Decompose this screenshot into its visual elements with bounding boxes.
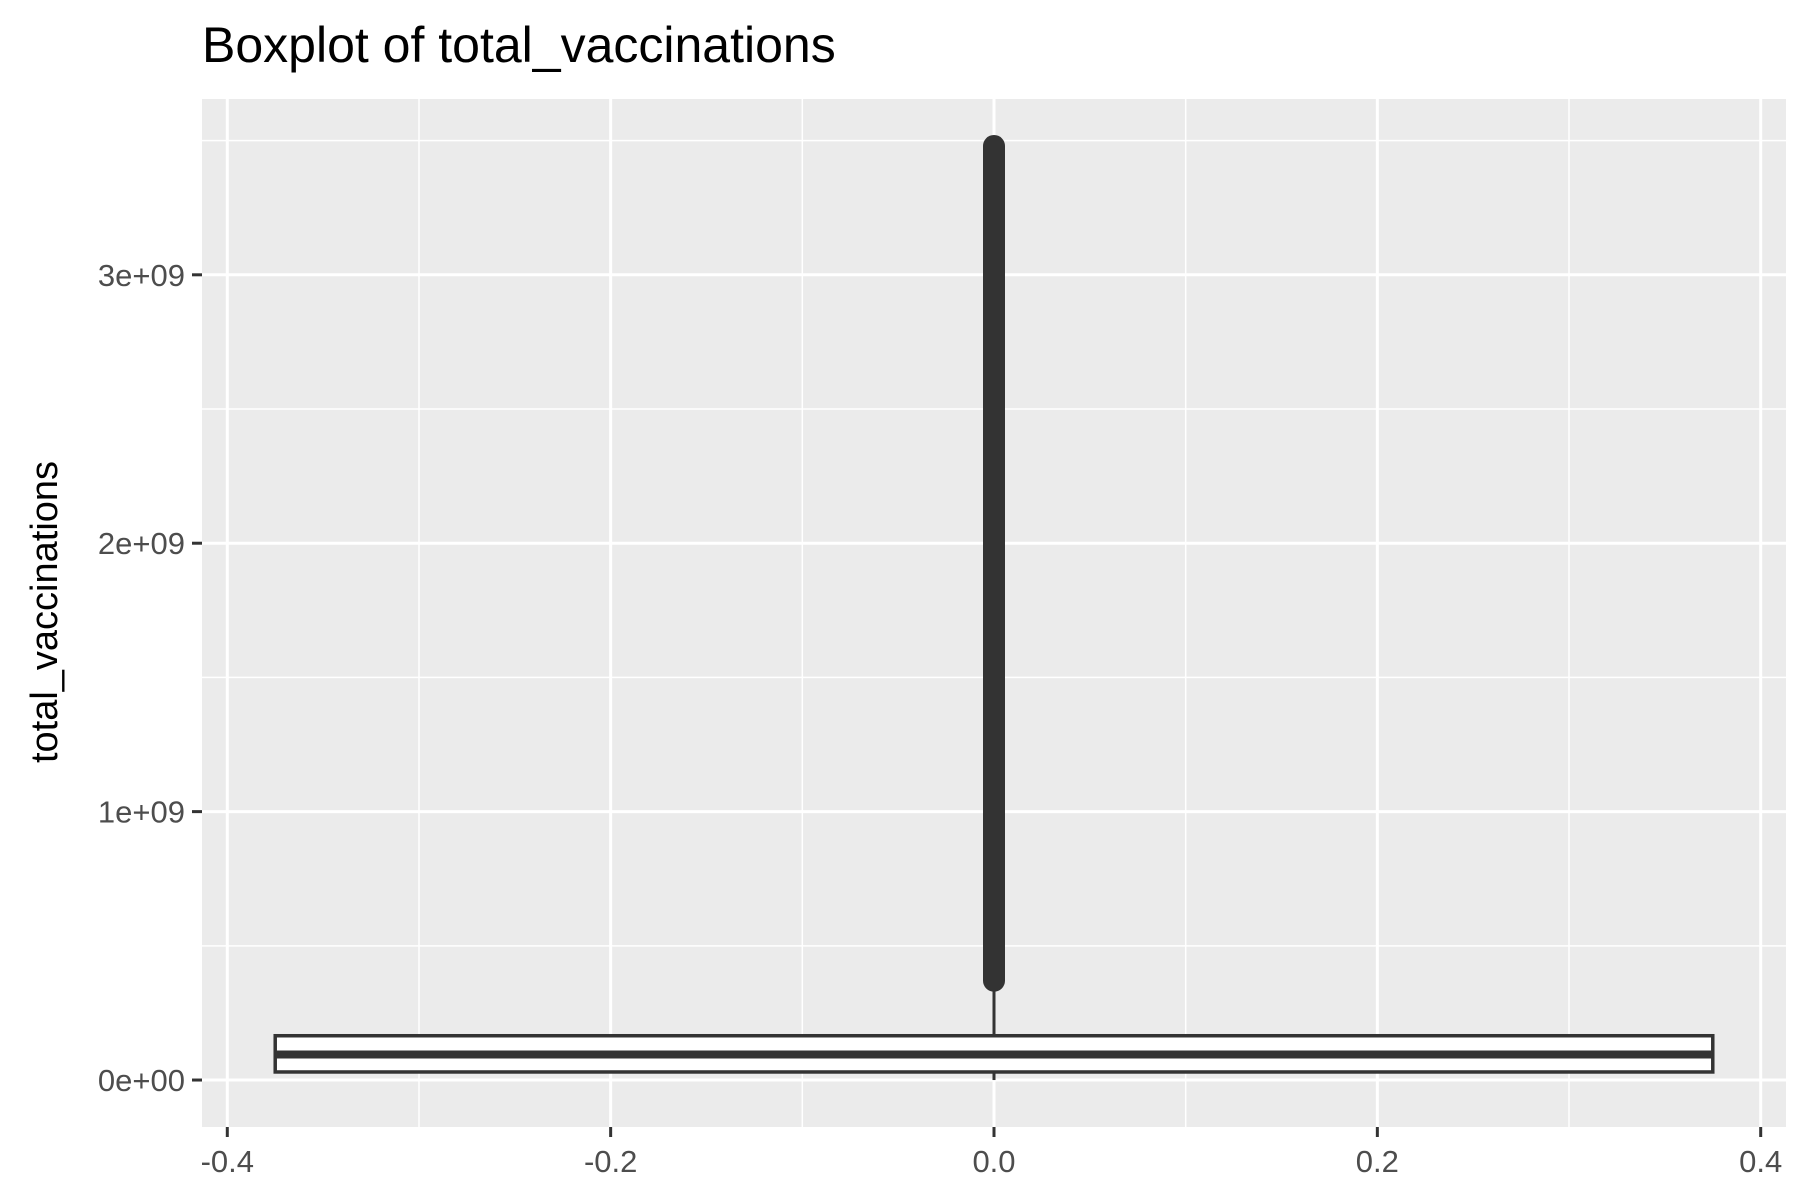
y-axis-label: total_vaccinations <box>24 461 66 763</box>
y-tick-label: 2e+09 <box>98 526 185 561</box>
x-tick-label: -0.4 <box>201 1144 254 1179</box>
chart-title: Boxplot of total_vaccinations <box>202 17 836 73</box>
x-tick-label: 0.2 <box>1356 1144 1399 1179</box>
x-axis: -0.4 -0.2 0.0 0.2 0.4 <box>201 1127 1782 1179</box>
y-tick-label: 1e+09 <box>98 795 185 830</box>
y-tick-label: 0e+00 <box>98 1063 185 1098</box>
y-axis: 0e+00 1e+09 2e+09 3e+09 <box>98 258 202 1098</box>
boxplot <box>273 134 1715 1081</box>
x-tick-label: -0.2 <box>584 1144 637 1179</box>
y-tick-label: 3e+09 <box>98 258 185 293</box>
x-tick-label: 0.0 <box>972 1144 1015 1179</box>
x-tick-label: 0.4 <box>1739 1144 1782 1179</box>
